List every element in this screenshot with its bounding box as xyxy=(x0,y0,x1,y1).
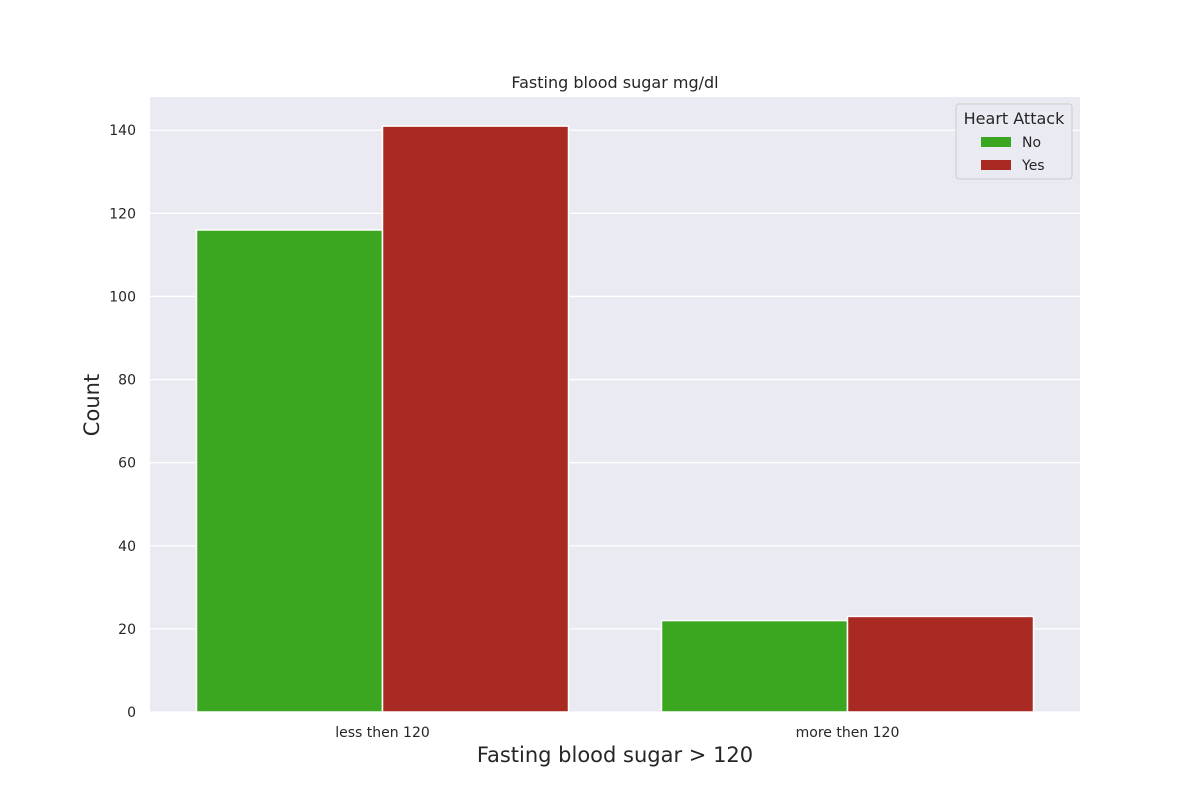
x-tick-label-1: more then 120 xyxy=(796,725,900,741)
x-tick-label-0: less then 120 xyxy=(335,725,430,741)
y-tick-label-120: 120 xyxy=(109,206,136,222)
legend-title: Heart Attack xyxy=(964,109,1065,128)
y-axis-label: Count xyxy=(80,374,104,436)
bar-yes-1 xyxy=(846,615,1035,713)
y-tick-labels: 0 20 40 60 80 100 120 140 xyxy=(109,123,136,721)
bar-no-0 xyxy=(195,229,384,713)
chart-title: Fasting blood sugar mg/dl xyxy=(511,73,718,92)
legend-swatch-yes xyxy=(981,160,1011,170)
y-tick-label-140: 140 xyxy=(109,123,136,139)
bars xyxy=(195,125,1035,713)
y-tick-label-80: 80 xyxy=(118,373,136,389)
bar-yes-0 xyxy=(381,125,570,713)
x-tick-labels: less then 120 more then 120 xyxy=(335,725,899,741)
bar-no-1 xyxy=(660,619,849,713)
legend-label-yes: Yes xyxy=(1021,158,1045,174)
legend: Heart Attack No Yes xyxy=(955,103,1073,180)
legend-swatch-no xyxy=(981,137,1011,147)
y-tick-label-60: 60 xyxy=(118,456,136,472)
y-tick-label-100: 100 xyxy=(109,289,136,305)
y-tick-label-0: 0 xyxy=(127,705,136,721)
x-axis-label: Fasting blood sugar > 120 xyxy=(477,743,753,767)
y-tick-label-20: 20 xyxy=(118,622,136,638)
legend-label-no: No xyxy=(1022,135,1041,151)
y-tick-label-40: 40 xyxy=(118,539,136,555)
